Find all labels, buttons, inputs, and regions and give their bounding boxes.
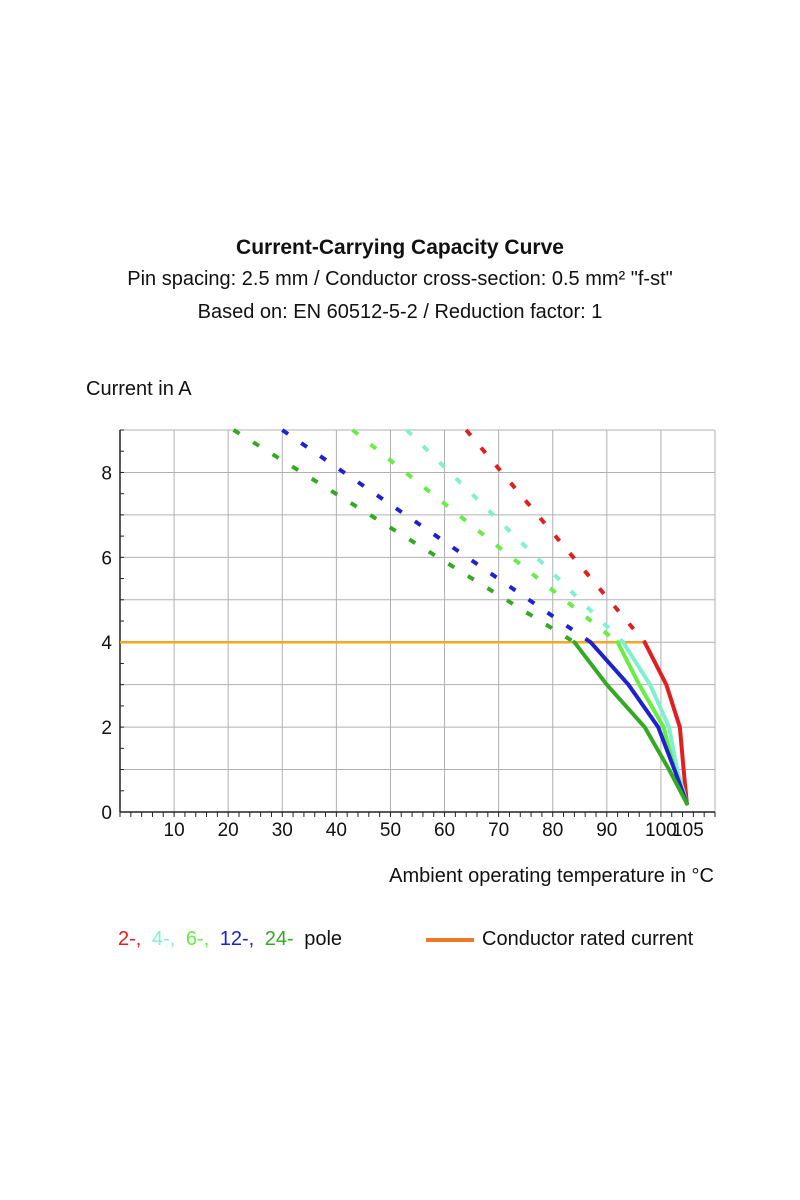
x-tick-label: 50	[380, 820, 401, 841]
legend-pole-4: 4-,	[151, 928, 176, 950]
y-tick-label: 6	[101, 548, 112, 569]
series-4-pole-dashed	[405, 428, 625, 644]
x-tick-label: 100	[645, 820, 677, 841]
legend-pole-6: 6-,	[185, 928, 210, 950]
y-tick-label: 4	[101, 633, 112, 654]
rated-current-label: Conductor rated current	[482, 928, 694, 950]
chart-subtitle-line-2: Based on: EN 60512-5-2 / Reduction facto…	[197, 301, 603, 323]
x-tick-label: 105	[672, 820, 704, 841]
series-12-pole-solid	[588, 640, 689, 806]
x-tick-label: 20	[218, 820, 239, 841]
legend-pole-12: 12-,	[219, 928, 255, 950]
x-tick-label: 10	[164, 820, 185, 841]
x-axis-label: Ambient operating temperature in °C	[389, 865, 714, 887]
series-6-pole-dashed	[351, 428, 619, 644]
series-12-pole-dashed	[281, 428, 592, 644]
rated-current-swatch	[426, 937, 474, 942]
legend-pole-24: 24-	[264, 928, 294, 950]
x-tick-label: 30	[272, 820, 293, 841]
chart-subtitle-line-1: Pin spacing: 2.5 mm / Conductor cross-se…	[127, 268, 673, 290]
series-2-pole-dashed	[464, 428, 647, 644]
x-tick-label: 60	[434, 820, 455, 841]
x-tick-label: 40	[326, 820, 347, 841]
series-2-pole-solid	[642, 640, 689, 806]
x-tick-label: 90	[596, 820, 617, 841]
x-tick-label: 70	[488, 820, 509, 841]
legend-pole-suffix: pole	[304, 928, 343, 950]
y-tick-label: 8	[101, 463, 112, 484]
chart-title: Current-Carrying Capacity Curve	[236, 236, 564, 259]
series-24-pole-dashed	[232, 428, 576, 644]
legend-pole-2: 2-,	[118, 928, 142, 950]
pole-legend: 2-, 4-, 6-, 12-, 24- pole	[118, 928, 342, 951]
x-tick-label: 80	[542, 820, 563, 841]
series-24-pole-solid	[572, 640, 689, 806]
y-tick-label: 0	[101, 803, 112, 824]
rated-current-legend: Conductor rated current	[426, 928, 693, 951]
y-axis-label: Current in A	[86, 378, 192, 400]
y-tick-label: 2	[101, 718, 112, 739]
